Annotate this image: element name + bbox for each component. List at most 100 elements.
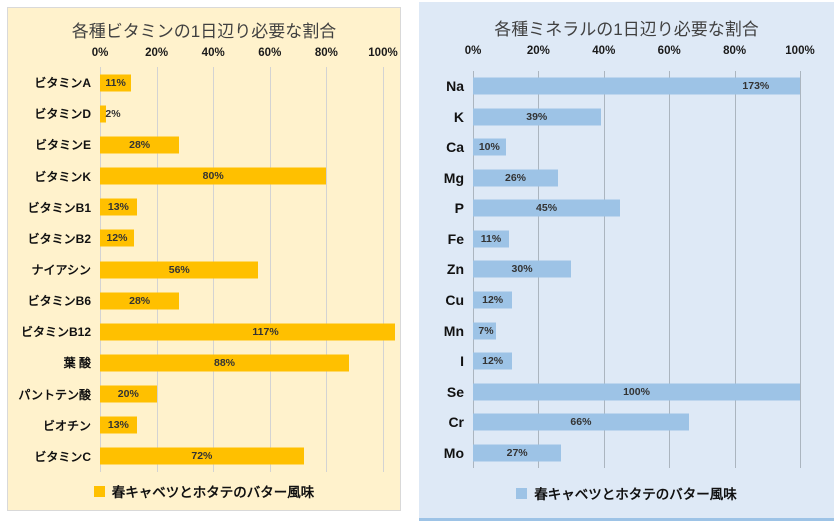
minerals-chart-title: 各種ミネラルの1日辺り必要な割合 [494, 20, 759, 39]
minerals-chart: 各種ミネラルの1日辺り必要な割合 0% 20% 40% 60% 80% 100% Na 17… [419, 2, 834, 518]
row-plot: 45% [473, 193, 800, 224]
chart-row: ビタミンD 2% [8, 98, 400, 129]
chart-row: ビタミンB6 28% [8, 285, 400, 316]
row-plot: 13% [100, 410, 395, 441]
category-label: Zn [446, 261, 464, 278]
bar [100, 416, 137, 434]
minerals-bar-rows: Na 173% K 39% Ca 10% Mg 26% P 45% Fe 11% Zn 30% Cu 12% M… [419, 71, 834, 468]
bar [100, 261, 259, 279]
axis-tick-label: 0% [464, 45, 482, 57]
bar-value-label: 20% [117, 388, 139, 401]
bar [100, 136, 180, 154]
row-plot: 56% [100, 254, 395, 285]
bar [473, 413, 689, 431]
row-plot: 13% [100, 192, 395, 223]
category-label: Fe [447, 230, 464, 247]
chart-row: Mn 7% [419, 315, 834, 346]
bar [473, 260, 572, 278]
category-label: Ca [446, 139, 464, 156]
minerals-axis-scale: 0% 20% 40% 60% 80% 100% [465, 43, 815, 71]
chart-row: Cr 66% [419, 407, 834, 438]
bar-value-label: 80% [202, 170, 224, 183]
chart-row: Zn 30% [419, 254, 834, 285]
gridline [383, 67, 384, 472]
category-label: 葉 酸 [63, 356, 91, 371]
category-label: ビタミンB2 [27, 231, 91, 246]
axis-tick-label: 80% [723, 45, 747, 57]
bar [100, 447, 304, 465]
row-plot: 173% [473, 71, 800, 102]
bar [473, 77, 800, 95]
bar-value-label: 173% [742, 80, 770, 93]
row-plot: 27% [473, 437, 800, 468]
gridline [800, 71, 801, 468]
bar-value-label: 26% [504, 171, 527, 184]
axis-tick-label: 0% [91, 47, 109, 59]
chart-row: ビタミンK 80% [8, 160, 400, 191]
axis-tick-label: 80% [314, 47, 338, 59]
category-label: Cu [445, 291, 464, 308]
chart-row: K 39% [419, 102, 834, 133]
vitamins-x-axis: 0% 20% 40% 60% 80% 100% [8, 45, 400, 67]
category-label: K [453, 108, 464, 125]
bar-value-label: 28% [129, 138, 151, 151]
chart-row: Ca 10% [419, 132, 834, 163]
category-label: ビタミンC [34, 449, 91, 464]
row-plot: 66% [473, 407, 800, 438]
category-label: パントテン酸 [18, 387, 91, 402]
row-plot: 11% [100, 67, 395, 98]
gridline [269, 67, 271, 472]
chart-row: パントテン酸 20% [8, 379, 400, 410]
axis-tick-label: 100% [785, 45, 815, 57]
axis-tick-label: 20% [526, 45, 550, 57]
row-plot: 30% [473, 254, 800, 285]
bar [473, 352, 513, 370]
row-plot: 26% [473, 163, 800, 194]
vitamins-chart-title: 各種ビタミンの1日辺り必要な割合 [71, 22, 337, 41]
row-plot: 10% [473, 132, 800, 163]
gridline [669, 71, 671, 468]
bar-value-label: 27% [506, 446, 528, 459]
row-plot: 2% [100, 98, 395, 129]
category-label: ビタミンE [34, 138, 91, 153]
bar-value-label: 11% [105, 76, 126, 89]
axis-tick-label: 60% [657, 45, 681, 57]
vitamins-axis-scale: 0% 20% 40% 60% 80% 100% [92, 45, 398, 67]
bar-value-label: 2% [105, 107, 121, 120]
category-label: ビタミンB12 [20, 325, 91, 340]
axis-tick-label: 20% [145, 47, 169, 59]
bar-value-label: 12% [106, 232, 128, 245]
bar-value-label: 100% [623, 385, 650, 398]
row-plot: 28% [100, 285, 395, 316]
row-plot: 7% [473, 315, 800, 346]
row-plot: 88% [100, 347, 395, 378]
bar-value-label: 12% [482, 293, 504, 306]
bar [100, 167, 327, 185]
bar-value-label: 66% [570, 416, 592, 429]
chart-row: Na 173% [419, 71, 834, 102]
category-label: ビタミンK [34, 169, 91, 184]
row-plot: 80% [100, 160, 395, 191]
category-label: Mg [443, 169, 464, 186]
minerals-plot-area: Na 173% K 39% Ca 10% Mg 26% P 45% Fe 11% Zn 30% Cu 12% M… [419, 71, 834, 468]
bar [473, 383, 800, 401]
bar-value-label: 12% [482, 355, 504, 368]
bar-value-label: 88% [214, 356, 236, 369]
category-label: ビタミンD [34, 107, 91, 122]
category-label: I [460, 353, 464, 370]
category-label: Cr [448, 414, 464, 431]
chart-row: Se 100% [419, 376, 834, 407]
bar-value-label: 39% [526, 110, 548, 123]
vitamins-legend-label: 春キャベツとホタテのバター風味 [111, 485, 315, 500]
minerals-legend: 春キャベツとホタテのバター風味 [419, 468, 834, 518]
gridline [326, 67, 328, 472]
minerals-legend-label: 春キャベツとホタテのバター風味 [534, 487, 737, 502]
chart-row: ビタミンE 28% [8, 129, 400, 160]
axis-tick-label: 40% [201, 47, 225, 59]
bar [100, 292, 180, 310]
row-plot: 39% [473, 102, 800, 133]
bar [100, 229, 134, 247]
bar [473, 230, 509, 248]
bar [100, 105, 106, 123]
row-plot: 12% [473, 346, 800, 377]
